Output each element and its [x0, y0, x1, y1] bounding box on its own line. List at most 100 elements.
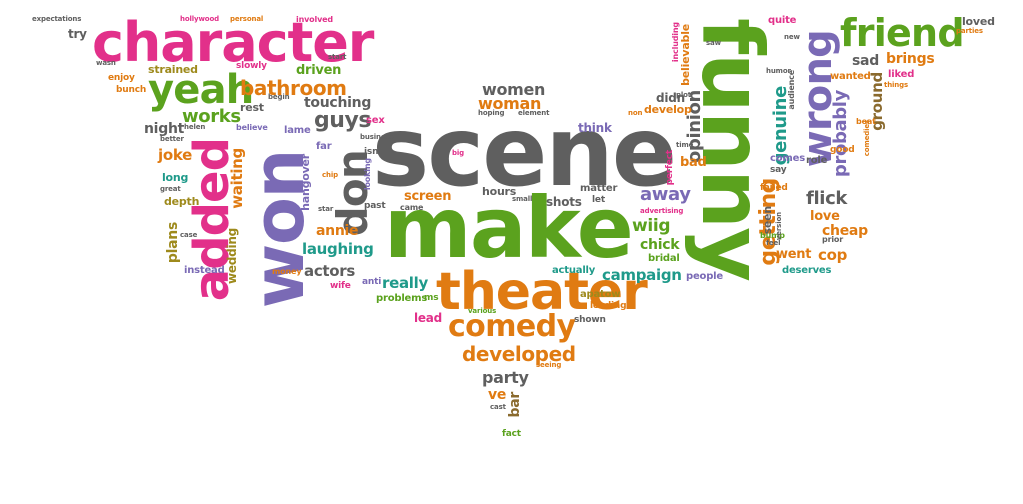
- cloud-word: isn: [364, 147, 379, 157]
- cloud-word: wife: [330, 281, 351, 291]
- cloud-word: element: [518, 109, 550, 117]
- cloud-word: wanted: [830, 71, 871, 82]
- cloud-word: scene: [372, 96, 677, 208]
- cloud-word: away: [640, 184, 691, 205]
- cloud-word: hours: [482, 185, 517, 198]
- cloud-word: big: [452, 149, 465, 157]
- cloud-word: came: [400, 203, 424, 212]
- cloud-word: touching: [304, 95, 372, 111]
- cloud-word: problems: [376, 293, 428, 304]
- cloud-word: involved: [296, 15, 333, 24]
- cloud-word: better: [160, 135, 184, 143]
- cloud-word: waiting: [228, 148, 246, 209]
- cloud-word: rest: [240, 101, 264, 114]
- cloud-word: believable: [679, 24, 692, 86]
- cloud-word: party: [482, 368, 529, 387]
- cloud-word: audience: [787, 70, 796, 110]
- cloud-word: slowly: [236, 61, 267, 71]
- cloud-word: deserves: [782, 265, 832, 276]
- cloud-word: personal: [230, 15, 264, 23]
- cloud-word: things: [884, 81, 909, 89]
- cloud-word: think: [578, 121, 612, 135]
- cloud-word: actors: [304, 262, 356, 280]
- cloud-word: probably: [830, 90, 851, 178]
- cloud-word: people: [686, 271, 723, 282]
- cloud-word: fact: [502, 429, 521, 439]
- cloud-word: develop: [644, 103, 692, 116]
- cloud-word: theater: [436, 262, 648, 322]
- cloud-word: including: [671, 22, 680, 63]
- cloud-word: make: [384, 179, 634, 277]
- cloud-word: saw: [706, 39, 721, 47]
- cloud-word: matter: [580, 183, 618, 194]
- cloud-word: guys: [314, 108, 372, 133]
- cloud-word: screen: [404, 189, 452, 204]
- cloud-word: case: [180, 231, 198, 239]
- cloud-word: cast: [490, 403, 506, 411]
- cloud-word: depth: [164, 195, 200, 208]
- cloud-word: shown: [574, 315, 606, 325]
- cloud-word: shots: [546, 195, 582, 209]
- cloud-word: enjoy: [108, 73, 135, 83]
- cloud-word: chip: [322, 171, 338, 179]
- cloud-word: believe: [236, 123, 268, 132]
- cloud-word: begin: [268, 93, 290, 101]
- cloud-word: laughing: [302, 240, 374, 258]
- cloud-word: far: [316, 141, 332, 152]
- cloud-word: sex: [366, 115, 385, 126]
- cloud-word: failed: [760, 183, 788, 193]
- cloud-word: expectations: [32, 15, 82, 23]
- cloud-word: role: [806, 155, 828, 166]
- cloud-word: long: [162, 171, 189, 184]
- cloud-word: money: [272, 267, 302, 276]
- cloud-word: ve: [488, 387, 507, 403]
- cloud-word: works: [182, 106, 241, 127]
- cloud-word: leading: [590, 301, 627, 311]
- cloud-word: wasn: [96, 59, 116, 67]
- cloud-word: women: [482, 80, 546, 99]
- cloud-word: great: [160, 185, 181, 193]
- cloud-word: past: [364, 201, 386, 211]
- cloud-word: instead: [184, 265, 225, 276]
- cloud-word: apatow: [580, 289, 621, 300]
- cloud-word: looking: [363, 158, 372, 191]
- cloud-word: wedding: [225, 228, 239, 284]
- cloud-word: went: [776, 247, 812, 262]
- cloud-word: perfect: [665, 150, 675, 186]
- cloud-word: flick: [806, 188, 848, 209]
- cloud-word: ms: [424, 293, 439, 303]
- cloud-word: yeah: [148, 67, 254, 113]
- cloud-word: friend: [840, 11, 965, 55]
- cloud-word: plot: [676, 91, 692, 99]
- cloud-word: plans: [165, 222, 181, 264]
- cloud-word: good: [830, 145, 855, 155]
- cloud-word: wiig: [632, 216, 671, 236]
- cloud-word: helen: [184, 123, 206, 131]
- cloud-word: small: [512, 195, 533, 203]
- cloud-word: hollywood: [180, 15, 219, 23]
- cloud-word: joke: [158, 146, 192, 164]
- cloud-word: opinion: [684, 90, 705, 164]
- cloud-word: beat: [856, 117, 876, 126]
- cloud-word: bridal: [648, 253, 680, 264]
- cloud-word: night: [144, 121, 185, 137]
- cloud-word: hoping: [478, 109, 505, 117]
- cloud-word: campaign: [602, 266, 682, 284]
- cloud-word: comes: [770, 153, 805, 164]
- cloud-word: quite: [768, 15, 797, 26]
- cloud-word: anti: [362, 277, 382, 287]
- cloud-word: bar: [507, 392, 523, 418]
- cloud-word: bathroom: [240, 76, 347, 100]
- cloud-word: star: [318, 205, 334, 213]
- cloud-word: developed: [462, 342, 576, 366]
- cloud-word: say: [770, 165, 787, 175]
- cloud-word: annie: [316, 223, 359, 239]
- cloud-word: funny: [683, 18, 781, 281]
- cloud-word: let: [592, 195, 605, 205]
- cloud-word: chick: [640, 237, 680, 253]
- cloud-word: advertising: [640, 207, 684, 215]
- cloud-word: time: [676, 141, 694, 149]
- cloud-word: cheap: [822, 223, 868, 239]
- cloud-word: version: [775, 212, 783, 241]
